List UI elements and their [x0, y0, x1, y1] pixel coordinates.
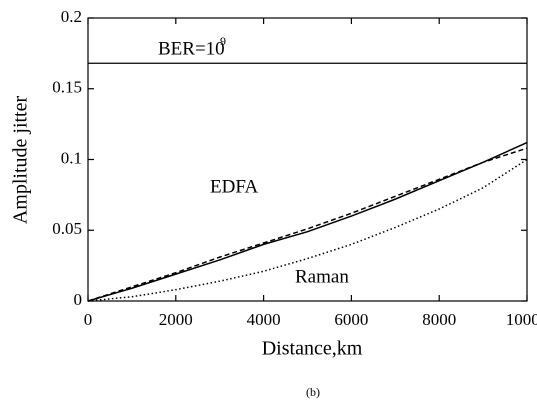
caption: (b)	[306, 385, 320, 399]
x-tick-label: 8000	[422, 310, 456, 329]
x-axis-label: Distance,km	[262, 338, 363, 360]
plot-frame	[87, 17, 528, 302]
series-line	[87, 147, 528, 302]
series-label: EDFA	[210, 176, 258, 197]
x-tick-label: 10000	[506, 310, 537, 329]
x-tick-label: 4000	[247, 310, 281, 329]
y-tick-label: 0.1	[61, 148, 82, 167]
y-tick-label: 0.2	[61, 7, 82, 26]
series-label: Raman	[295, 266, 349, 287]
y-tick-label: 0.15	[52, 78, 82, 97]
threshold-label: BER=10	[158, 39, 225, 60]
x-tick-label: 6000	[334, 310, 368, 329]
threshold-label-sup: 9	[220, 34, 226, 48]
y-tick-label: 0.05	[52, 219, 82, 238]
y-tick-label: 0	[74, 290, 83, 309]
series-line	[87, 141, 528, 302]
x-tick-label: 0	[84, 310, 93, 329]
series-line	[87, 158, 528, 302]
y-axis-label: Amplitude jitter	[10, 96, 32, 225]
x-tick-label: 2000	[159, 310, 193, 329]
